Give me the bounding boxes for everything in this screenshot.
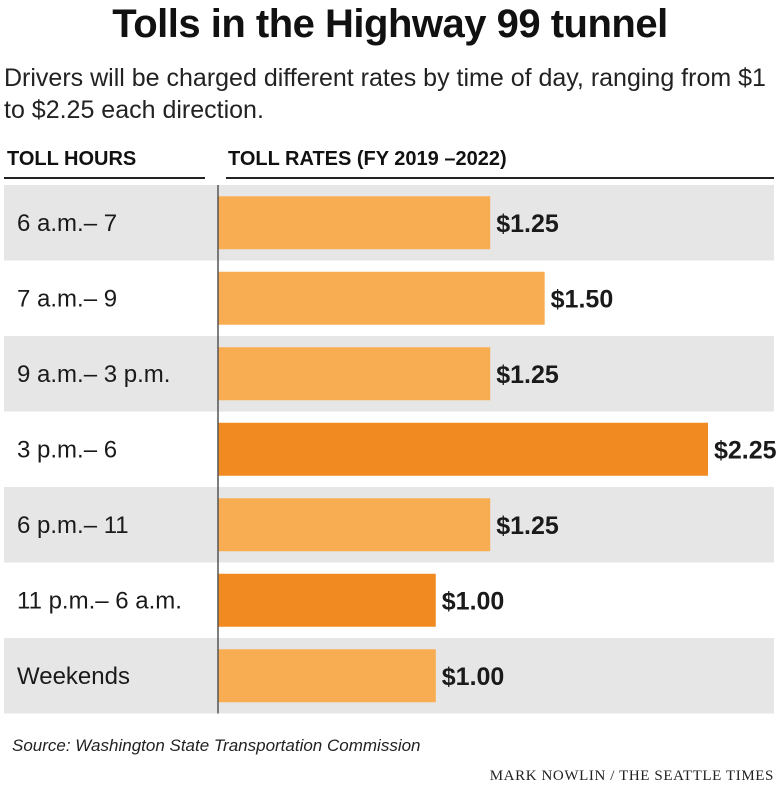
category-label: Weekends (17, 663, 130, 690)
category-label: 3 p.m.– 6 (17, 436, 117, 463)
source-note: Source: Washington State Transportation … (12, 736, 421, 755)
bar (218, 271, 545, 325)
chart-subtitle: Drivers will be charged different rates … (4, 64, 766, 124)
bar (218, 573, 436, 627)
value-label: $1.25 (496, 210, 559, 238)
header-rule-hours (4, 177, 205, 179)
chart-title: Tolls in the Highway 99 tunnel (112, 2, 668, 46)
category-label: 11 p.m.– 6 a.m. (17, 587, 182, 614)
value-label: $2.25 (714, 436, 777, 464)
bar (218, 422, 708, 476)
bar (218, 347, 491, 401)
category-label: 7 a.m.– 9 (17, 285, 117, 312)
column-header-rates: TOLL RATES (FY 2019 –2022) (228, 148, 507, 170)
bar (218, 649, 436, 703)
value-label: $1.00 (442, 587, 505, 615)
header-rule-rates (226, 177, 774, 179)
bar (218, 196, 491, 250)
credit-line: MARK NOWLIN / THE SEATTLE TIMES (489, 768, 774, 784)
bar (218, 498, 491, 552)
value-label: $1.50 (551, 285, 614, 313)
value-label: $1.00 (442, 663, 505, 691)
category-label: 6 p.m.– 11 (17, 512, 129, 539)
value-label: $1.25 (496, 512, 559, 540)
category-label: 9 a.m.– 3 p.m. (17, 361, 170, 388)
value-label: $1.25 (496, 361, 559, 389)
category-label: 6 a.m.– 7 (17, 210, 117, 237)
column-header-hours: TOLL HOURS (7, 148, 137, 170)
